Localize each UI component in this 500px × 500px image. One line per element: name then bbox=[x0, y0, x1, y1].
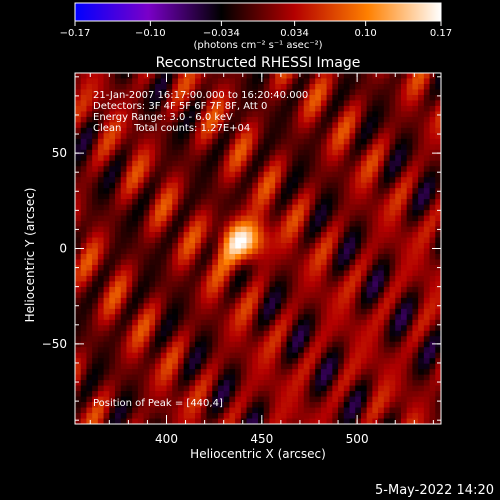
colorbar-ticks: −0.17 −0.10 −0.034 0.034 0.10 0.17 bbox=[60, 21, 452, 39]
colorbar-tick-label: −0.10 bbox=[135, 28, 166, 39]
heatmap-image bbox=[75, 73, 442, 425]
y-tick-label: 0 bbox=[59, 242, 67, 256]
colorbar-tick-label: 0.10 bbox=[355, 28, 377, 39]
x-tick-label: 450 bbox=[250, 432, 273, 446]
x-axis-label: Heliocentric X (arcsec) bbox=[190, 447, 326, 461]
peak-position-label: Position of Peak = [440,4] bbox=[93, 398, 223, 409]
colorbar-tick-label: −0.034 bbox=[203, 28, 240, 39]
colorbar bbox=[74, 2, 442, 22]
y-tick-label: −50 bbox=[42, 337, 67, 351]
chart-title: Reconstructed RHESSI Image bbox=[156, 55, 361, 71]
x-tick-label: 500 bbox=[346, 432, 369, 446]
annotation-line: Detectors: 3F 4F 5F 6F 7F 8F, Att 0 bbox=[93, 101, 267, 112]
y-axis-label: Heliocentric Y (arcsec) bbox=[23, 188, 37, 323]
colorbar-tick-label: 0.17 bbox=[430, 28, 452, 39]
footer-date: 5-May-2022 14:20 bbox=[375, 483, 494, 498]
annotation-line: Energy Range: 3.0 - 6.0 keV bbox=[93, 112, 233, 123]
axis-ticks: 400 450 500 −50 0 50 bbox=[42, 73, 441, 446]
colorbar-tick-label: −0.17 bbox=[60, 28, 91, 39]
colorbar-tick-label: 0.034 bbox=[280, 28, 309, 39]
x-tick-label: 400 bbox=[155, 432, 178, 446]
annotation-block: 21-Jan-2007 16:17:00.000 to 16:20:40.000… bbox=[93, 90, 308, 134]
y-tick-label: 50 bbox=[52, 146, 67, 160]
annotation-line: Clean Total counts: 1.27E+04 bbox=[93, 123, 250, 134]
colorbar-unit-label: (photons cm⁻² s⁻¹ asec⁻²) bbox=[193, 40, 322, 51]
annotation-line: 21-Jan-2007 16:17:00.000 to 16:20:40.000 bbox=[93, 90, 308, 101]
